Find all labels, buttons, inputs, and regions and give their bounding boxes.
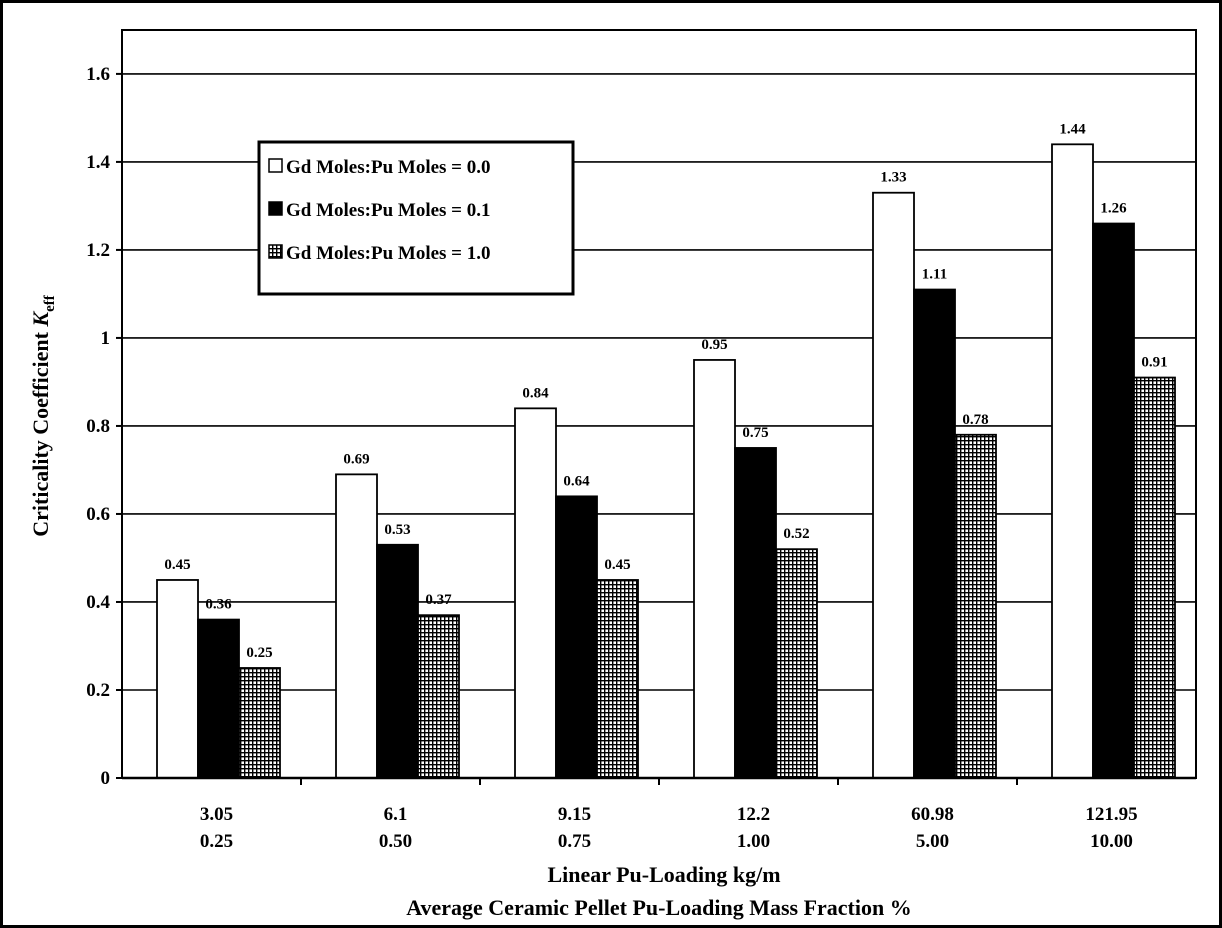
data-label: 0.25 — [246, 645, 272, 661]
data-label: 0.53 — [384, 522, 410, 538]
bar — [514, 407, 557, 779]
y-tick-label: 0.2 — [86, 680, 110, 701]
legend-swatch — [268, 201, 283, 216]
bar — [1133, 376, 1176, 779]
x-tick-label-secondary: 0.25 — [200, 831, 233, 852]
data-label: 1.33 — [880, 170, 906, 186]
x-axis-title-secondary: Average Ceramic Pellet Pu-Loading Mass F… — [406, 895, 911, 920]
x-tick-label: 9.15 — [558, 804, 591, 825]
legend-swatch — [268, 158, 283, 173]
data-label: 0.84 — [522, 385, 549, 401]
y-tick-label: 0.6 — [86, 504, 110, 525]
data-label: 0.37 — [425, 592, 452, 608]
y-tick-label: 0.8 — [86, 416, 110, 437]
bar — [734, 447, 777, 779]
bar — [417, 614, 460, 779]
bar — [555, 495, 598, 779]
data-label: 0.69 — [343, 451, 369, 467]
data-label: 0.45 — [164, 557, 190, 573]
data-label: 1.11 — [922, 267, 947, 283]
legend-swatch — [268, 244, 283, 259]
bar — [376, 543, 419, 779]
bar — [1092, 222, 1135, 779]
data-label: 0.36 — [205, 597, 232, 613]
bar — [596, 579, 639, 779]
x-axis-title: Linear Pu-Loading kg/m — [547, 862, 780, 887]
x-tick-label-secondary: 5.00 — [916, 831, 949, 852]
legend-entry: Gd Moles:Pu Moles = 1.0 — [286, 243, 491, 264]
y-tick-label: 1.4 — [86, 152, 110, 173]
y-tick-label: 0 — [101, 768, 111, 789]
bar — [954, 433, 997, 779]
bar — [1051, 143, 1094, 779]
data-label: 1.44 — [1059, 121, 1086, 137]
x-tick-label-secondary: 1.00 — [737, 831, 770, 852]
bar — [335, 473, 378, 779]
y-axis-title: Criticality Coefficient Keff — [28, 294, 58, 536]
bar — [693, 359, 736, 779]
x-tick-label: 12.2 — [737, 804, 770, 825]
bar — [156, 579, 199, 779]
data-label: 0.95 — [701, 337, 727, 353]
bar — [238, 667, 281, 779]
y-tick-label: 1.6 — [86, 64, 110, 85]
x-tick-label: 60.98 — [911, 804, 954, 825]
data-label: 0.45 — [604, 557, 630, 573]
bar — [197, 618, 240, 779]
x-tick-label: 3.05 — [200, 804, 233, 825]
data-label: 0.91 — [1141, 355, 1167, 371]
x-tick-label: 121.95 — [1085, 804, 1137, 825]
bar — [775, 548, 818, 779]
bar — [913, 288, 956, 779]
y-tick-label: 1.2 — [86, 240, 110, 261]
data-label: 0.64 — [563, 473, 590, 489]
data-label: 0.52 — [783, 526, 809, 542]
y-tick-label: 0.4 — [86, 592, 110, 613]
y-tick-label: 1 — [101, 328, 111, 349]
x-tick-label: 6.1 — [384, 804, 408, 825]
x-tick-label-secondary: 0.75 — [558, 831, 591, 852]
legend-entry: Gd Moles:Pu Moles = 0.1 — [286, 200, 491, 221]
data-label: 0.75 — [742, 425, 768, 441]
data-label: 1.26 — [1100, 201, 1127, 217]
x-tick-label-secondary: 0.50 — [379, 831, 412, 852]
data-label: 0.78 — [962, 412, 988, 428]
bar — [872, 191, 915, 779]
legend-box — [257, 140, 575, 296]
legend-entry: Gd Moles:Pu Moles = 0.0 — [286, 157, 491, 178]
x-tick-label-secondary: 10.00 — [1090, 831, 1133, 852]
